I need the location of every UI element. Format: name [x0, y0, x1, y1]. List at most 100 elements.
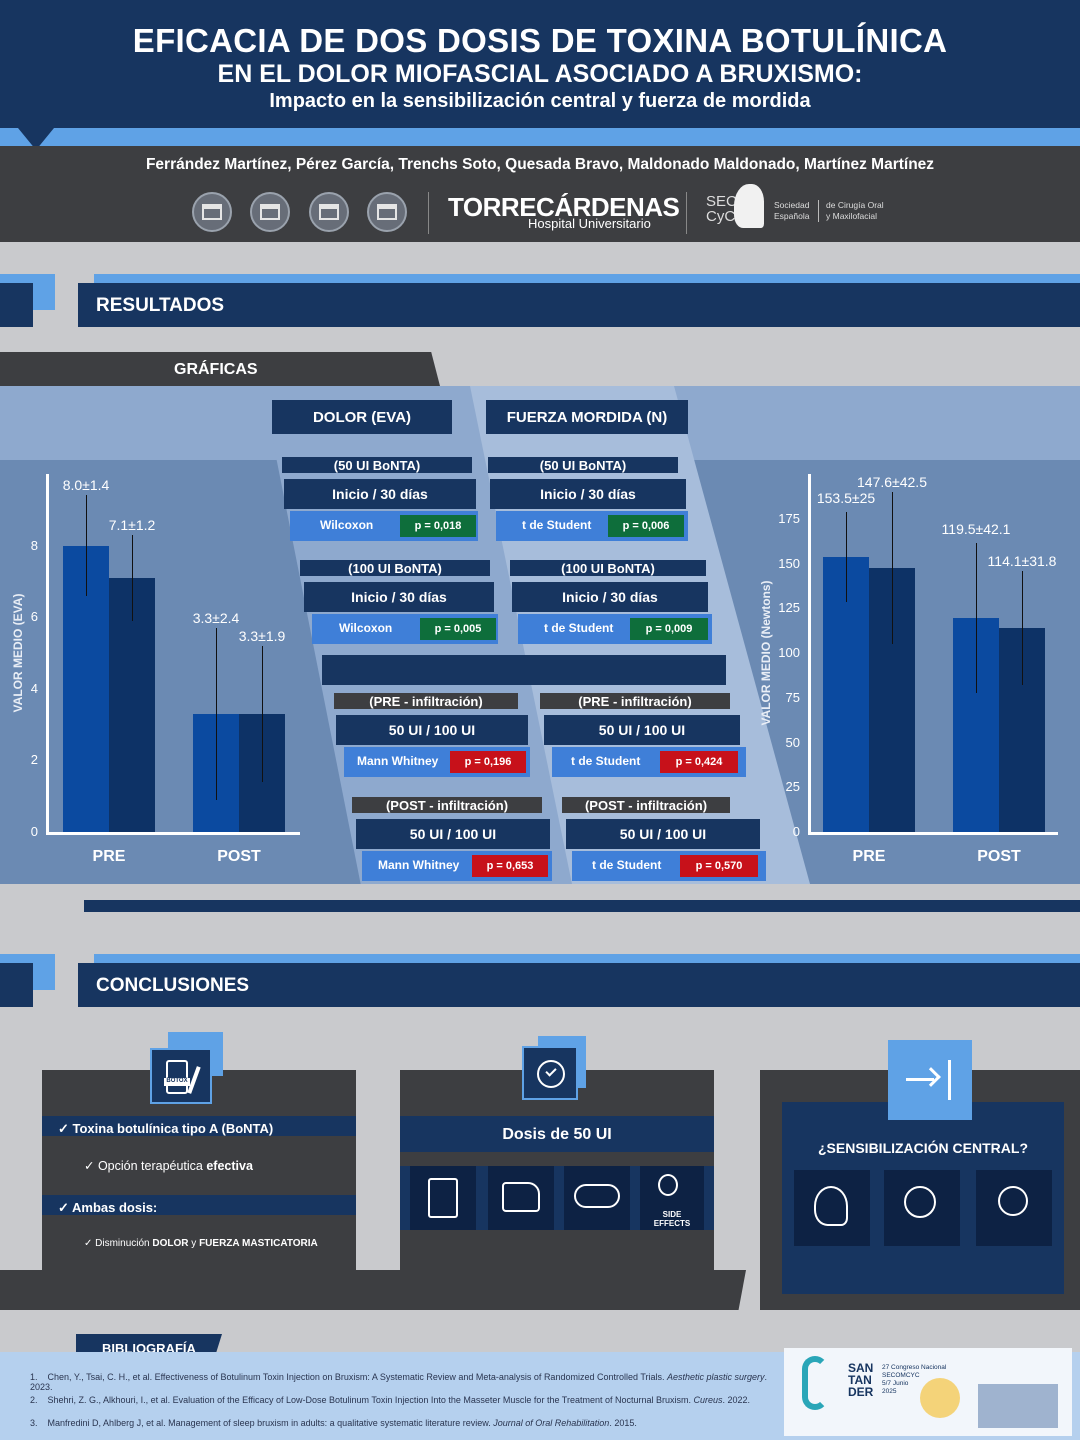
error-bar [892, 491, 893, 644]
error-bar [216, 627, 217, 800]
category-label: POST [217, 848, 261, 865]
fuerza100-row: Inicio / 30 días [512, 582, 708, 612]
teeth-icon [564, 1166, 630, 1230]
dolor50-row: Inicio / 30 días [284, 479, 476, 509]
brain-head-icon [794, 1170, 870, 1246]
concl1-row1: ✓ Toxina botulínica tipo A (BoNTA) [42, 1116, 356, 1136]
fuerza100-p: p = 0,009 [630, 618, 708, 640]
col-dolor: DOLOR (EVA) [272, 400, 452, 434]
concl-accent-top [94, 954, 1080, 964]
fuerzapre-p: p = 0,424 [660, 751, 738, 773]
congress-info: 27 Congreso Nacional SECOMCYC 5/7 Junio 202… [882, 1364, 947, 1395]
title-line2: EN EL DOLOR MIOFASCIAL ASOCIADO A BRUXIS… [217, 60, 863, 88]
building-icon [250, 192, 290, 232]
palace-icon [978, 1384, 1058, 1428]
bib-item-2: 2. Shehri, Z. G., Alkhouri, I., et al. E… [30, 1395, 751, 1405]
y-tick-label: 2 [30, 752, 38, 768]
y-tick-label: 8 [30, 537, 38, 553]
title-line1: EFICACIA DE DOS DOSIS DE TOXINA BOTULÍNI… [132, 22, 948, 59]
fuerzapre-row: 50 UI / 100 UI [544, 715, 740, 745]
x-axis [46, 832, 300, 835]
y-tick-label: 50 [785, 734, 800, 750]
checklist-icon [410, 1166, 476, 1230]
society-text-1: Sociedad Española [774, 200, 810, 221]
data-label: 7.1±1.2 [108, 516, 156, 533]
authors: Ferrández Martínez, Pérez García, Trench… [145, 156, 935, 173]
y-axis-label: VALOR MEDIO (Newtons) [759, 580, 773, 726]
y-tick-label: 6 [30, 609, 38, 625]
error-bar [132, 534, 133, 621]
error-bar [846, 512, 847, 602]
y-tick-label: 4 [30, 680, 38, 696]
y-tick-label: 0 [792, 824, 800, 839]
category-label: PRE [852, 848, 886, 865]
dolorpost-p: p = 0,653 [472, 855, 548, 877]
bib-item-1: 1. Chen, Y., Tsai, C. H., et al. Effecti… [30, 1372, 768, 1392]
logo-divider [686, 192, 687, 234]
fuerzapost-head: (POST - infiltración) [562, 797, 730, 813]
header-notch-inner [18, 128, 54, 150]
y-tick-label: 75 [785, 689, 800, 705]
x-axis [808, 832, 1058, 835]
logo-divider [428, 192, 429, 234]
error-bar [976, 542, 977, 694]
congress-city: SAN TAN DER [848, 1361, 874, 1399]
data-label: 147.6±42.5 [857, 473, 927, 490]
results-square [0, 283, 33, 327]
category-label: POST [977, 848, 1021, 865]
bar [823, 557, 869, 832]
y-tick-label: 150 [778, 555, 800, 571]
foot-money-icon [488, 1166, 554, 1230]
side-effects-icon: SIDE EFFECTS [640, 1166, 704, 1230]
dolorpost-row: 50 UI / 100 UI [356, 819, 550, 849]
concl-square [0, 963, 33, 1007]
chart-fuerza: VALOR MEDIO (Newtons) 0 25 50 75 100 125 150 175… [750, 460, 1080, 884]
concl1-sub1: ✓ Opción terapéutica efectiva [84, 1159, 253, 1173]
error-bar [262, 645, 263, 782]
congress-s-icon [802, 1356, 828, 1410]
building-icon [192, 192, 232, 232]
title-line3: Impacto en la sensibilización central y … [269, 90, 811, 112]
person-search-icon [976, 1170, 1052, 1246]
dolor50-p: p = 0,018 [400, 515, 476, 537]
fuerza50-row: Inicio / 30 días [490, 479, 686, 509]
y-axis [46, 474, 49, 832]
header: EFICACIA DE DOS DOSIS DE TOXINA BOTULÍNI… [0, 0, 1080, 128]
col-fuerza: FUERZA MORDIDA (N) [486, 400, 688, 434]
bib-item-3: 3. Manfredini D, Ahlberg J, et al. Manag… [30, 1418, 637, 1428]
y-tick-label: 0 [30, 824, 38, 839]
fuerzapost-row: 50 UI / 100 UI [566, 819, 760, 849]
data-label: 153.5±25 [816, 490, 876, 507]
data-label: 114.1±31.8 [987, 552, 1057, 569]
data-label: 3.3±1.9 [238, 627, 286, 644]
hospital-logo: TORRECÁRDENAS [448, 192, 680, 222]
society-divider [818, 200, 819, 222]
concl3-title: ¿SENSIBILIZACIÓN CENTRAL? [818, 1140, 1028, 1156]
fuerza50-head: (50 UI BoNTA) [488, 457, 678, 473]
fuerzapost-p: p = 0,570 [680, 855, 758, 877]
seco-line2: CyC [706, 208, 736, 225]
y-tick-label: 100 [778, 645, 800, 660]
head-profile-icon [734, 184, 764, 228]
error-bar [86, 495, 87, 596]
dolor50-head: (50 UI BoNTA) [282, 457, 472, 473]
fuerza50-p: p = 0,006 [608, 515, 684, 537]
dolorpre-p: p = 0,196 [450, 751, 526, 773]
exit-arrow-icon [888, 1040, 972, 1120]
results-accent-top [94, 274, 1080, 284]
header-band [0, 128, 1080, 146]
authors-bar: Ferrández Martínez, Pérez García, Trench… [0, 146, 1080, 242]
chart-dolor: VALOR MEDIO (EVA) 0 2 4 6 8 8.0±1.4 7.1±1.2 PRE 3… [0, 460, 320, 884]
building-icon [367, 192, 407, 232]
sun-icon [920, 1378, 960, 1418]
fuerzapre-head: (PRE - infiltración) [540, 693, 730, 709]
y-tick-label: 25 [785, 779, 800, 795]
concl1-sub2: ✓ Disminución DOLOR y FUERZA MASTICATORI… [84, 1238, 318, 1249]
building-icon [309, 192, 349, 232]
dolor100-head: (100 UI BoNTA) [300, 560, 490, 576]
side-effects-label: SIDE EFFECTS [653, 1210, 691, 1228]
conclusions-heading: CONCLUSIONES [78, 963, 1080, 1007]
concl2-title: Dosis de 50 UI [400, 1116, 714, 1152]
results-bottom-line [84, 900, 1080, 912]
dolor100-p: p = 0,005 [420, 618, 496, 640]
